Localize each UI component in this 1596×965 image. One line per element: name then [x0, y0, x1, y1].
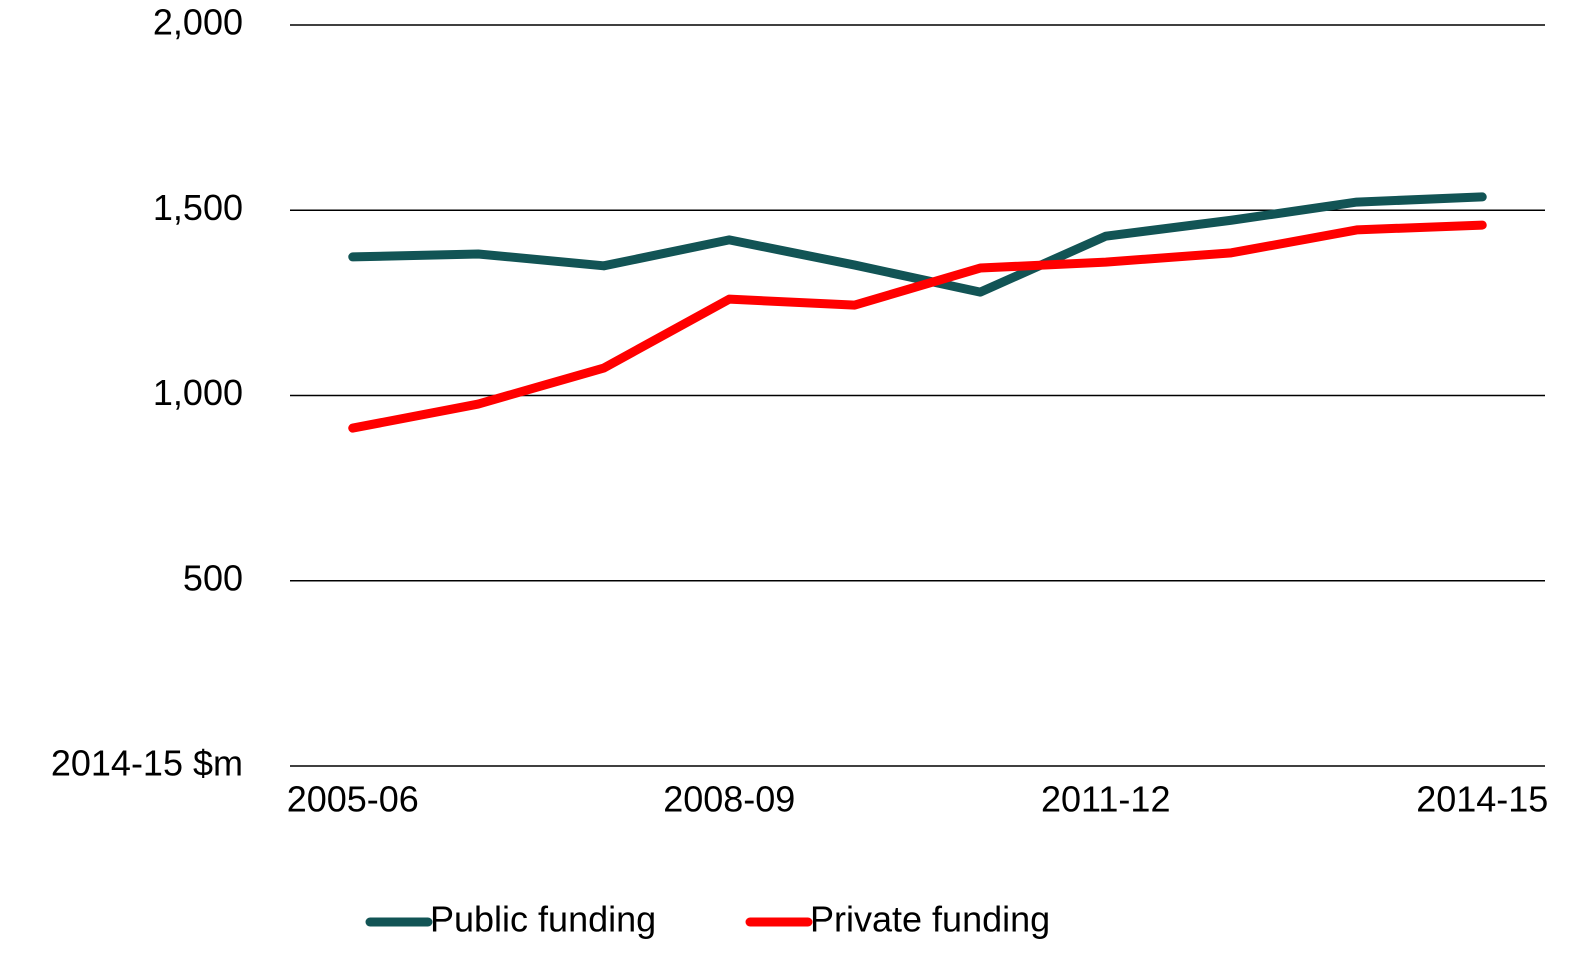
y-tick-label: 1,500 — [153, 187, 243, 228]
y-tick-label: 1,000 — [153, 372, 243, 413]
y-tick-label: 500 — [183, 557, 243, 598]
x-tick-label: 2005-06 — [287, 779, 419, 820]
x-tick-label: 2008-09 — [663, 779, 795, 820]
legend-label: Private funding — [810, 899, 1050, 940]
legend-label: Public funding — [430, 899, 656, 940]
line-series — [348, 192, 1487, 297]
y-tick-label: 2014-15 $m — [51, 743, 243, 784]
line-series — [348, 220, 1487, 433]
x-tick-label: 2011-12 — [1041, 779, 1170, 820]
y-tick-label: 2,000 — [153, 2, 243, 43]
x-tick-label: 2014-15 — [1416, 779, 1548, 820]
